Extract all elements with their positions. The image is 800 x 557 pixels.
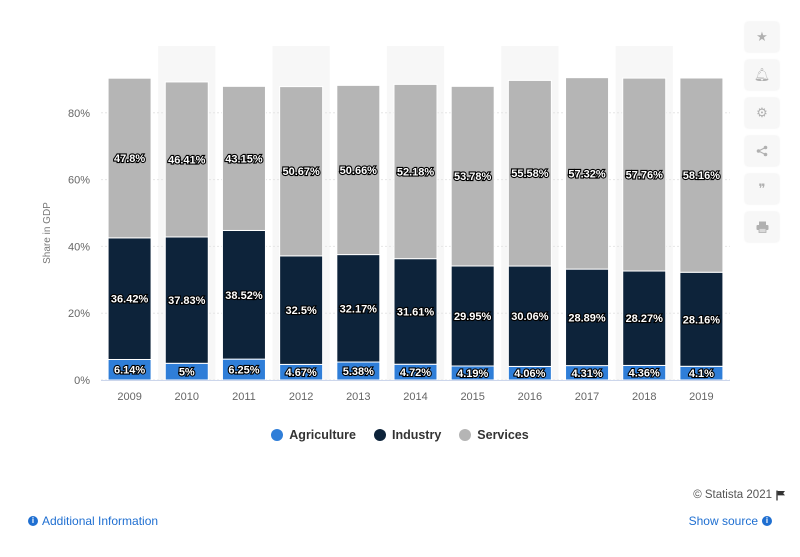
data-label: 36.42% (111, 294, 149, 306)
data-label: 4.72% (400, 367, 431, 379)
data-label: 32.5% (286, 305, 317, 317)
data-label: 50.67% (282, 166, 320, 178)
bar-services (221, 85, 266, 231)
bar-industry (622, 270, 667, 366)
share-icon[interactable] (745, 136, 779, 166)
data-label: 32.17% (340, 303, 378, 315)
bar-industry (107, 237, 152, 360)
data-label: 28.16% (683, 314, 721, 326)
bar-services (336, 84, 381, 256)
data-label: 4.36% (629, 368, 660, 380)
data-label: 57.76% (626, 170, 664, 182)
show-source-link[interactable]: Show source i (689, 514, 772, 528)
y-tick-label: 20% (68, 308, 90, 320)
data-label: 55.58% (511, 168, 549, 180)
data-label: 28.89% (568, 312, 606, 324)
legend-item-services[interactable]: Services (459, 428, 529, 442)
bar-services (622, 77, 667, 272)
info-icon: i (28, 516, 38, 526)
bar-services (565, 77, 610, 270)
data-label: 43.15% (225, 153, 263, 165)
x-tick-label: 2015 (460, 391, 484, 403)
bar-services (393, 83, 438, 260)
legend-item-industry[interactable]: Industry (373, 428, 442, 442)
y-tick-label: 80% (68, 108, 90, 120)
legend-label-services: Services (477, 428, 529, 442)
x-tick-label: 2010 (175, 391, 199, 403)
bell-icon[interactable]: 🔔︎ (745, 60, 779, 90)
star-icon[interactable]: ★ (745, 22, 779, 52)
data-label: 58.16% (683, 170, 721, 182)
bar-services (279, 86, 324, 257)
y-tick-label: 0% (74, 375, 90, 387)
data-label: 4.1% (689, 368, 714, 380)
legend-dot-services (459, 429, 472, 441)
y-tick-label: 40% (68, 241, 90, 253)
data-label: 46.41% (168, 154, 206, 166)
data-label: 37.83% (168, 295, 206, 307)
info-icon: i (762, 516, 772, 526)
bar-industry (336, 254, 381, 363)
print-icon[interactable] (745, 212, 779, 242)
data-label: 53.78% (454, 171, 492, 183)
legend-label-agriculture: Agriculture (289, 428, 356, 442)
gear-icon[interactable]: ⚙ (745, 98, 779, 128)
legend-label-industry: Industry (391, 428, 442, 442)
data-label: 4.67% (286, 367, 317, 379)
additional-information-label: Additional Information (42, 514, 159, 528)
data-label: 4.19% (457, 368, 488, 380)
data-label: 6.25% (228, 365, 259, 377)
data-label: 4.06% (514, 368, 545, 380)
data-label: 30.06% (511, 311, 549, 323)
bar-industry (221, 229, 266, 360)
bar-services (507, 79, 552, 267)
data-label: 31.61% (397, 306, 435, 318)
bar-services (679, 77, 724, 273)
data-label: 5% (179, 367, 195, 379)
data-label: 28.27% (626, 313, 664, 325)
show-source-label: Show source (688, 514, 758, 528)
bar-industry (450, 265, 495, 367)
flag-icon[interactable] (776, 490, 786, 501)
quote-icon[interactable]: ❞ (745, 174, 779, 204)
bar-services (107, 77, 152, 239)
x-tick-label: 2011 (232, 391, 256, 403)
legend-dot-industry (373, 429, 386, 441)
x-tick-label: 2016 (518, 391, 542, 403)
x-tick-label: 2017 (575, 391, 599, 403)
data-label: 29.95% (454, 311, 492, 323)
bar-industry (164, 236, 209, 364)
x-tick-label: 2013 (346, 391, 370, 403)
additional-information-link[interactable]: i Additional Information (28, 514, 158, 528)
y-axis-title: Share in GDP (42, 202, 53, 264)
side-toolbar: ★ 🔔︎ ⚙ ❞ (745, 22, 779, 242)
bar-industry (565, 268, 610, 367)
x-tick-label: 2019 (689, 391, 713, 403)
data-label: 5.38% (343, 366, 374, 378)
y-tick-label: 60% (68, 175, 90, 187)
legend-dot-agriculture (271, 429, 284, 441)
data-label: 38.52% (225, 290, 263, 302)
data-label: 6.14% (114, 365, 145, 377)
data-label: 50.66% (340, 165, 378, 177)
x-tick-label: 2014 (403, 391, 427, 403)
legend-item-agriculture[interactable]: Agriculture (271, 428, 356, 442)
x-tick-label: 2012 (289, 391, 313, 403)
data-label: 4.31% (571, 368, 602, 380)
bar-services (450, 85, 495, 267)
x-tick-label: 2009 (117, 391, 141, 403)
data-label: 47.8% (114, 153, 145, 165)
data-label: 57.32% (568, 168, 606, 180)
bar-industry (507, 265, 552, 367)
bar-services (164, 81, 209, 238)
x-tick-label: 2018 (632, 391, 656, 403)
copyright-text: © Statista 2021 (693, 489, 772, 501)
data-label: 52.18% (397, 167, 435, 179)
legend: Agriculture Industry Services (0, 428, 800, 442)
